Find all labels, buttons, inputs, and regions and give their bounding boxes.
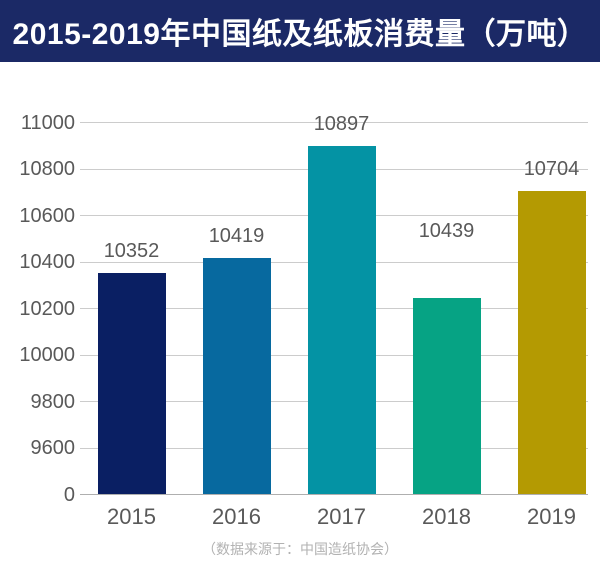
x-axis-label: 2017 [317,503,366,529]
x-axis-label: 2015 [107,503,156,529]
y-tick-label: 10400 [19,251,75,273]
gridline [80,122,588,123]
x-axis-label: 2019 [527,503,576,529]
bar-value-label: 10897 [313,113,370,136]
bar-value-label: 10352 [103,240,160,263]
bar-2019 [517,191,586,495]
y-tick-label: 9800 [30,390,76,413]
bar-value-label: 10704 [523,158,580,181]
data-source-note: （数据来源于：中国造纸协会） [202,541,398,557]
bar-2017 [307,146,376,495]
y-tick-label: 10600 [19,204,75,227]
bar-2018 [412,297,481,495]
chart-title: 2015-2019年中国纸及纸板消费量（万吨） [12,18,588,51]
y-tick-label: 9600 [30,437,76,459]
x-axis-label: 2016 [212,503,261,529]
y-tick-label: 10200 [19,297,75,320]
bar-value-label: 10439 [418,219,475,242]
y-tick-label: 10800 [19,158,75,180]
y-tick-label: 11000 [20,111,75,134]
bar-value-label: 10419 [208,224,265,247]
title-banner: 2015-2019年中国纸及纸板消费量（万吨） [0,0,600,62]
x-axis-label: 2018 [422,503,471,529]
x-axis-baseline [80,494,588,495]
bar-chart: 0 9600 9800 10000 10200 10400 10600 10800 11000 1… [0,62,600,542]
bar-2016 [202,257,271,495]
bar-2015 [97,273,166,495]
y-tick-label: 10000 [19,344,75,366]
y-tick-label: 0 [63,483,75,506]
